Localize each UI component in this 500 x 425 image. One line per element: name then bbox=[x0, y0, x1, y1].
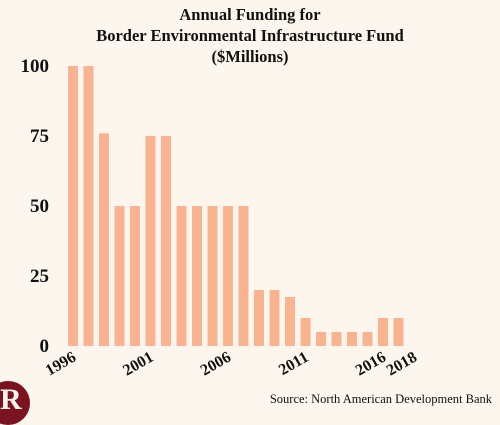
y-tick-label: 0 bbox=[40, 336, 50, 357]
chart-title: Annual Funding for Border Environmental … bbox=[0, 4, 500, 67]
bar-2010 bbox=[285, 297, 295, 346]
x-tick-label: 2011 bbox=[276, 349, 311, 379]
bar-2007 bbox=[238, 206, 249, 346]
bar-2016 bbox=[378, 318, 388, 346]
y-tick-label: 100 bbox=[21, 56, 50, 77]
y-tick-label: 50 bbox=[30, 196, 49, 217]
bar-2012 bbox=[316, 332, 326, 346]
bar-2000 bbox=[130, 206, 140, 346]
title-line-3: ($Millions) bbox=[211, 47, 289, 66]
bar-2005 bbox=[207, 206, 218, 346]
bar-2009 bbox=[269, 290, 280, 346]
logo-letter: R bbox=[0, 383, 22, 416]
title-line-2: Border Environmental Infrastructure Fund bbox=[96, 26, 404, 45]
y-tick-label: 75 bbox=[30, 126, 49, 147]
bar-1996 bbox=[68, 66, 78, 346]
x-tick-label: 2006 bbox=[198, 349, 234, 380]
bar-2014 bbox=[347, 332, 357, 346]
title-line-1: Annual Funding for bbox=[179, 5, 321, 24]
bar-2001 bbox=[145, 136, 156, 346]
bar-2017 bbox=[393, 318, 404, 346]
bar-2013 bbox=[331, 332, 342, 346]
bar-2011 bbox=[300, 318, 311, 346]
bar-2004 bbox=[192, 206, 202, 346]
bar-2006 bbox=[223, 206, 233, 346]
x-tick-label: 2001 bbox=[120, 349, 156, 380]
bar-2008 bbox=[254, 290, 264, 346]
bar-2015 bbox=[362, 332, 373, 346]
bar-2003 bbox=[176, 206, 187, 346]
y-tick-label: 25 bbox=[30, 266, 49, 287]
bar-1997 bbox=[83, 66, 94, 346]
bar-1999 bbox=[114, 206, 125, 346]
source-note: Source: North American Development Bank bbox=[269, 392, 492, 406]
bar-1998 bbox=[99, 133, 109, 346]
bar-2002 bbox=[161, 136, 171, 346]
x-tick-label: 2018 bbox=[384, 349, 420, 380]
